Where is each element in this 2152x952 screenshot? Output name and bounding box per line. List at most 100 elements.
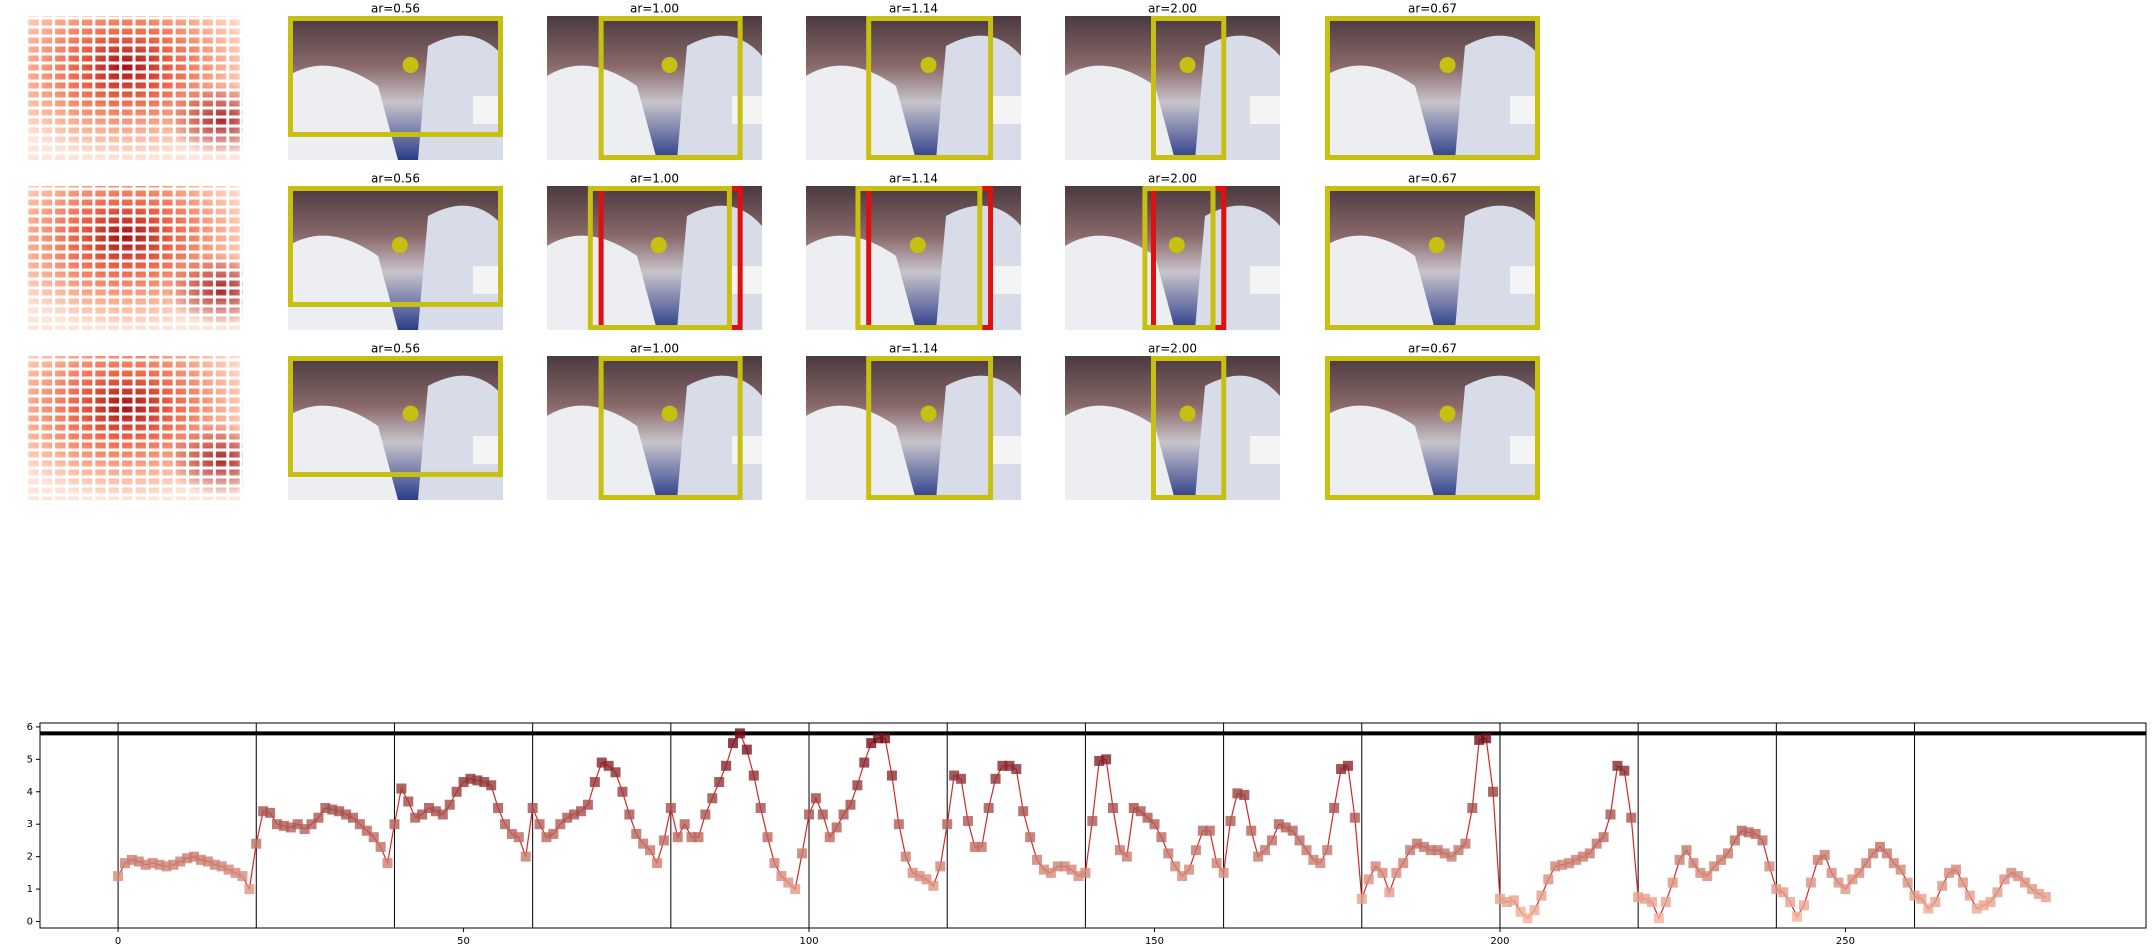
marker	[1460, 838, 1471, 849]
marker	[1170, 861, 1181, 872]
focus-dot	[920, 56, 937, 73]
marker	[1032, 854, 1043, 865]
heatmap-grid	[28, 356, 243, 500]
marker	[755, 802, 766, 813]
photo-figure	[1065, 235, 1175, 330]
yellow-crop-box	[1151, 16, 1227, 160]
marker	[1916, 893, 1927, 904]
marker	[1881, 848, 1892, 859]
marker	[638, 838, 649, 849]
heatmap-grid	[28, 16, 243, 160]
marker	[1225, 815, 1236, 826]
x-tick-label: 100	[799, 936, 818, 947]
marker	[182, 853, 193, 864]
marker	[347, 812, 358, 823]
marker	[804, 809, 815, 820]
marker	[1543, 874, 1554, 885]
marker	[631, 828, 642, 839]
marker	[617, 786, 628, 797]
marker	[852, 780, 863, 791]
marker	[1114, 845, 1125, 856]
marker	[285, 822, 296, 833]
focus-dot	[1439, 405, 1456, 422]
marker	[299, 824, 310, 835]
marker	[658, 835, 669, 846]
marker	[2013, 871, 2024, 882]
marker	[700, 809, 711, 820]
marker	[1536, 890, 1547, 901]
marker	[430, 806, 441, 817]
marker	[1999, 874, 2010, 885]
yellow-crop-box	[587, 186, 732, 330]
marker	[278, 820, 289, 831]
marker	[866, 738, 877, 749]
marker	[2040, 892, 2051, 903]
marker	[119, 858, 130, 869]
marker	[1453, 845, 1464, 856]
focus-dot	[1168, 237, 1185, 254]
marker	[665, 802, 676, 813]
panel-title: ar=0.56	[371, 172, 420, 186]
marker	[320, 802, 331, 813]
panel-title: ar=1.14	[889, 2, 938, 16]
y-tick-label: 4	[27, 787, 33, 798]
marker	[1045, 867, 1056, 878]
focus-dot	[650, 237, 667, 254]
marker	[1564, 858, 1575, 869]
marker	[1874, 841, 1885, 852]
marker	[693, 832, 704, 843]
marker	[1405, 845, 1416, 856]
panel-title: ar=1.00	[630, 172, 679, 186]
marker	[1025, 832, 1036, 843]
panel-title: ar=1.00	[630, 2, 679, 16]
marker	[900, 851, 911, 862]
marker	[147, 858, 158, 869]
focus-dot	[1179, 56, 1196, 73]
marker	[202, 856, 213, 867]
marker	[1570, 854, 1581, 865]
photo-figure	[1455, 205, 1540, 330]
focus-dot	[1428, 237, 1445, 254]
marker	[942, 819, 953, 830]
marker	[1370, 861, 1381, 872]
marker	[1764, 861, 1775, 872]
marker	[1785, 897, 1796, 908]
photo-figure	[1195, 35, 1280, 160]
marker	[1992, 887, 2003, 898]
focus-dot	[661, 405, 678, 422]
marker	[956, 773, 967, 784]
marker	[555, 819, 566, 830]
marker	[361, 825, 372, 836]
marker	[728, 738, 739, 749]
marker	[1736, 825, 1747, 836]
marker	[1239, 790, 1250, 801]
marker	[451, 786, 462, 797]
marker	[1798, 900, 1809, 911]
marker	[1584, 848, 1595, 859]
marker	[168, 859, 179, 870]
marker	[1432, 845, 1443, 856]
y-tick-label: 2	[27, 852, 33, 863]
x-tick-label: 250	[1836, 936, 1855, 947]
photo-figure	[1065, 405, 1175, 500]
marker	[1094, 755, 1105, 766]
marker	[1640, 893, 1651, 904]
marker	[1902, 877, 1913, 888]
focus-dot	[402, 56, 419, 73]
marker	[1398, 858, 1409, 869]
marker	[748, 770, 759, 781]
marker	[189, 851, 200, 862]
photo-figure	[1195, 205, 1280, 330]
marker	[1439, 848, 1450, 859]
marker	[734, 728, 745, 739]
marker	[354, 819, 365, 830]
marker	[1190, 845, 1201, 856]
focus-dot	[661, 56, 678, 73]
marker	[1204, 825, 1215, 836]
marker	[783, 877, 794, 888]
x-tick-label: 150	[1145, 936, 1164, 947]
marker	[292, 819, 303, 830]
marker	[1232, 788, 1243, 799]
marker	[1073, 871, 1084, 882]
marker	[1425, 845, 1436, 856]
